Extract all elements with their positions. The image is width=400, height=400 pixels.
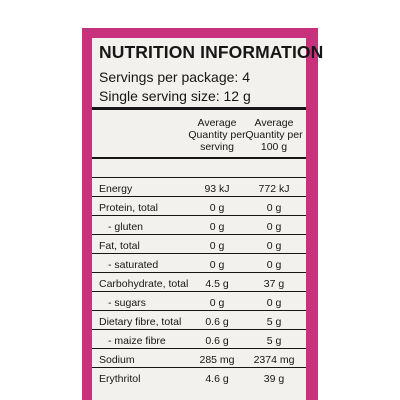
table-row: Protein, total 0 g 0 g	[92, 196, 306, 216]
column-header-divider	[92, 157, 306, 159]
column-header-per-serving: Average Quantity per serving	[188, 117, 246, 153]
value-per-100g: 0 g	[266, 297, 282, 309]
nutrient-label: Energy	[99, 183, 133, 195]
table-row: Erythritol 4.6 g 39 g	[92, 367, 306, 387]
value-per-100g: 5 g	[266, 335, 282, 347]
table-row: - saturated 0 g 0 g	[92, 253, 306, 273]
value-per-serving: 285 mg	[199, 354, 235, 366]
nutrient-label: Sodium	[99, 354, 135, 366]
servings-per-package: Servings per package: 4	[99, 69, 250, 85]
nutrient-label: - gluten	[108, 221, 144, 233]
value-per-100g: 0 g	[266, 240, 282, 252]
nutrient-label: Fat, total	[99, 240, 140, 252]
table-row: - sugars 0 g 0 g	[92, 291, 306, 311]
panel-title: NUTRITION INFORMATION	[99, 42, 324, 62]
value-per-100g: 0 g	[266, 202, 282, 214]
nutrient-label: - saturated	[108, 259, 159, 271]
table-row: Dietary fibre, total 0.6 g 5 g	[92, 310, 306, 330]
value-per-serving: 0 g	[209, 221, 225, 233]
value-per-100g: 39 g	[263, 373, 285, 385]
value-per-serving: 0 g	[209, 297, 225, 309]
value-per-100g: 0 g	[266, 221, 282, 233]
value-per-serving: 0.6 g	[205, 316, 229, 328]
value-per-100g: 2374 mg	[253, 354, 295, 366]
nutrient-label: - maize fibre	[108, 335, 166, 347]
table-row: Carbohydrate, total 4.5 g 37 g	[92, 272, 306, 292]
value-per-100g: 0 g	[266, 259, 282, 271]
nutrition-panel: NUTRITION INFORMATION Servings per packa…	[92, 38, 323, 400]
value-per-serving: 93 kJ	[204, 183, 230, 195]
nutrient-label: Erythritol	[99, 373, 141, 385]
serving-size: Single serving size: 12 g	[99, 88, 251, 104]
nutrient-label: Dietary fibre, total	[99, 316, 182, 328]
value-per-serving: 4.5 g	[205, 278, 229, 290]
value-per-100g: 5 g	[266, 316, 282, 328]
table-row: Fat, total 0 g 0 g	[92, 234, 306, 254]
value-per-serving: 0 g	[209, 259, 225, 271]
value-per-100g: 772 kJ	[258, 183, 290, 195]
nutrient-label: - sugars	[108, 297, 146, 309]
value-per-serving: 0.6 g	[205, 335, 229, 347]
value-per-serving: 0 g	[209, 240, 225, 252]
table-row: Sodium 285 mg 2374 mg	[92, 348, 306, 368]
value-per-100g: 37 g	[263, 278, 285, 290]
table-row: Energy 93 kJ 772 kJ	[92, 177, 306, 197]
column-header-per-100g: Average Quantity per 100 g	[245, 117, 303, 153]
nutrient-label: Protein, total	[99, 202, 158, 214]
table-row: - maize fibre 0.6 g 5 g	[92, 329, 306, 349]
value-per-serving: 4.6 g	[205, 373, 229, 385]
header-divider	[92, 107, 306, 110]
table-row: - gluten 0 g 0 g	[92, 215, 306, 235]
value-per-serving: 0 g	[209, 202, 225, 214]
nutrient-label: Carbohydrate, total	[99, 278, 189, 290]
